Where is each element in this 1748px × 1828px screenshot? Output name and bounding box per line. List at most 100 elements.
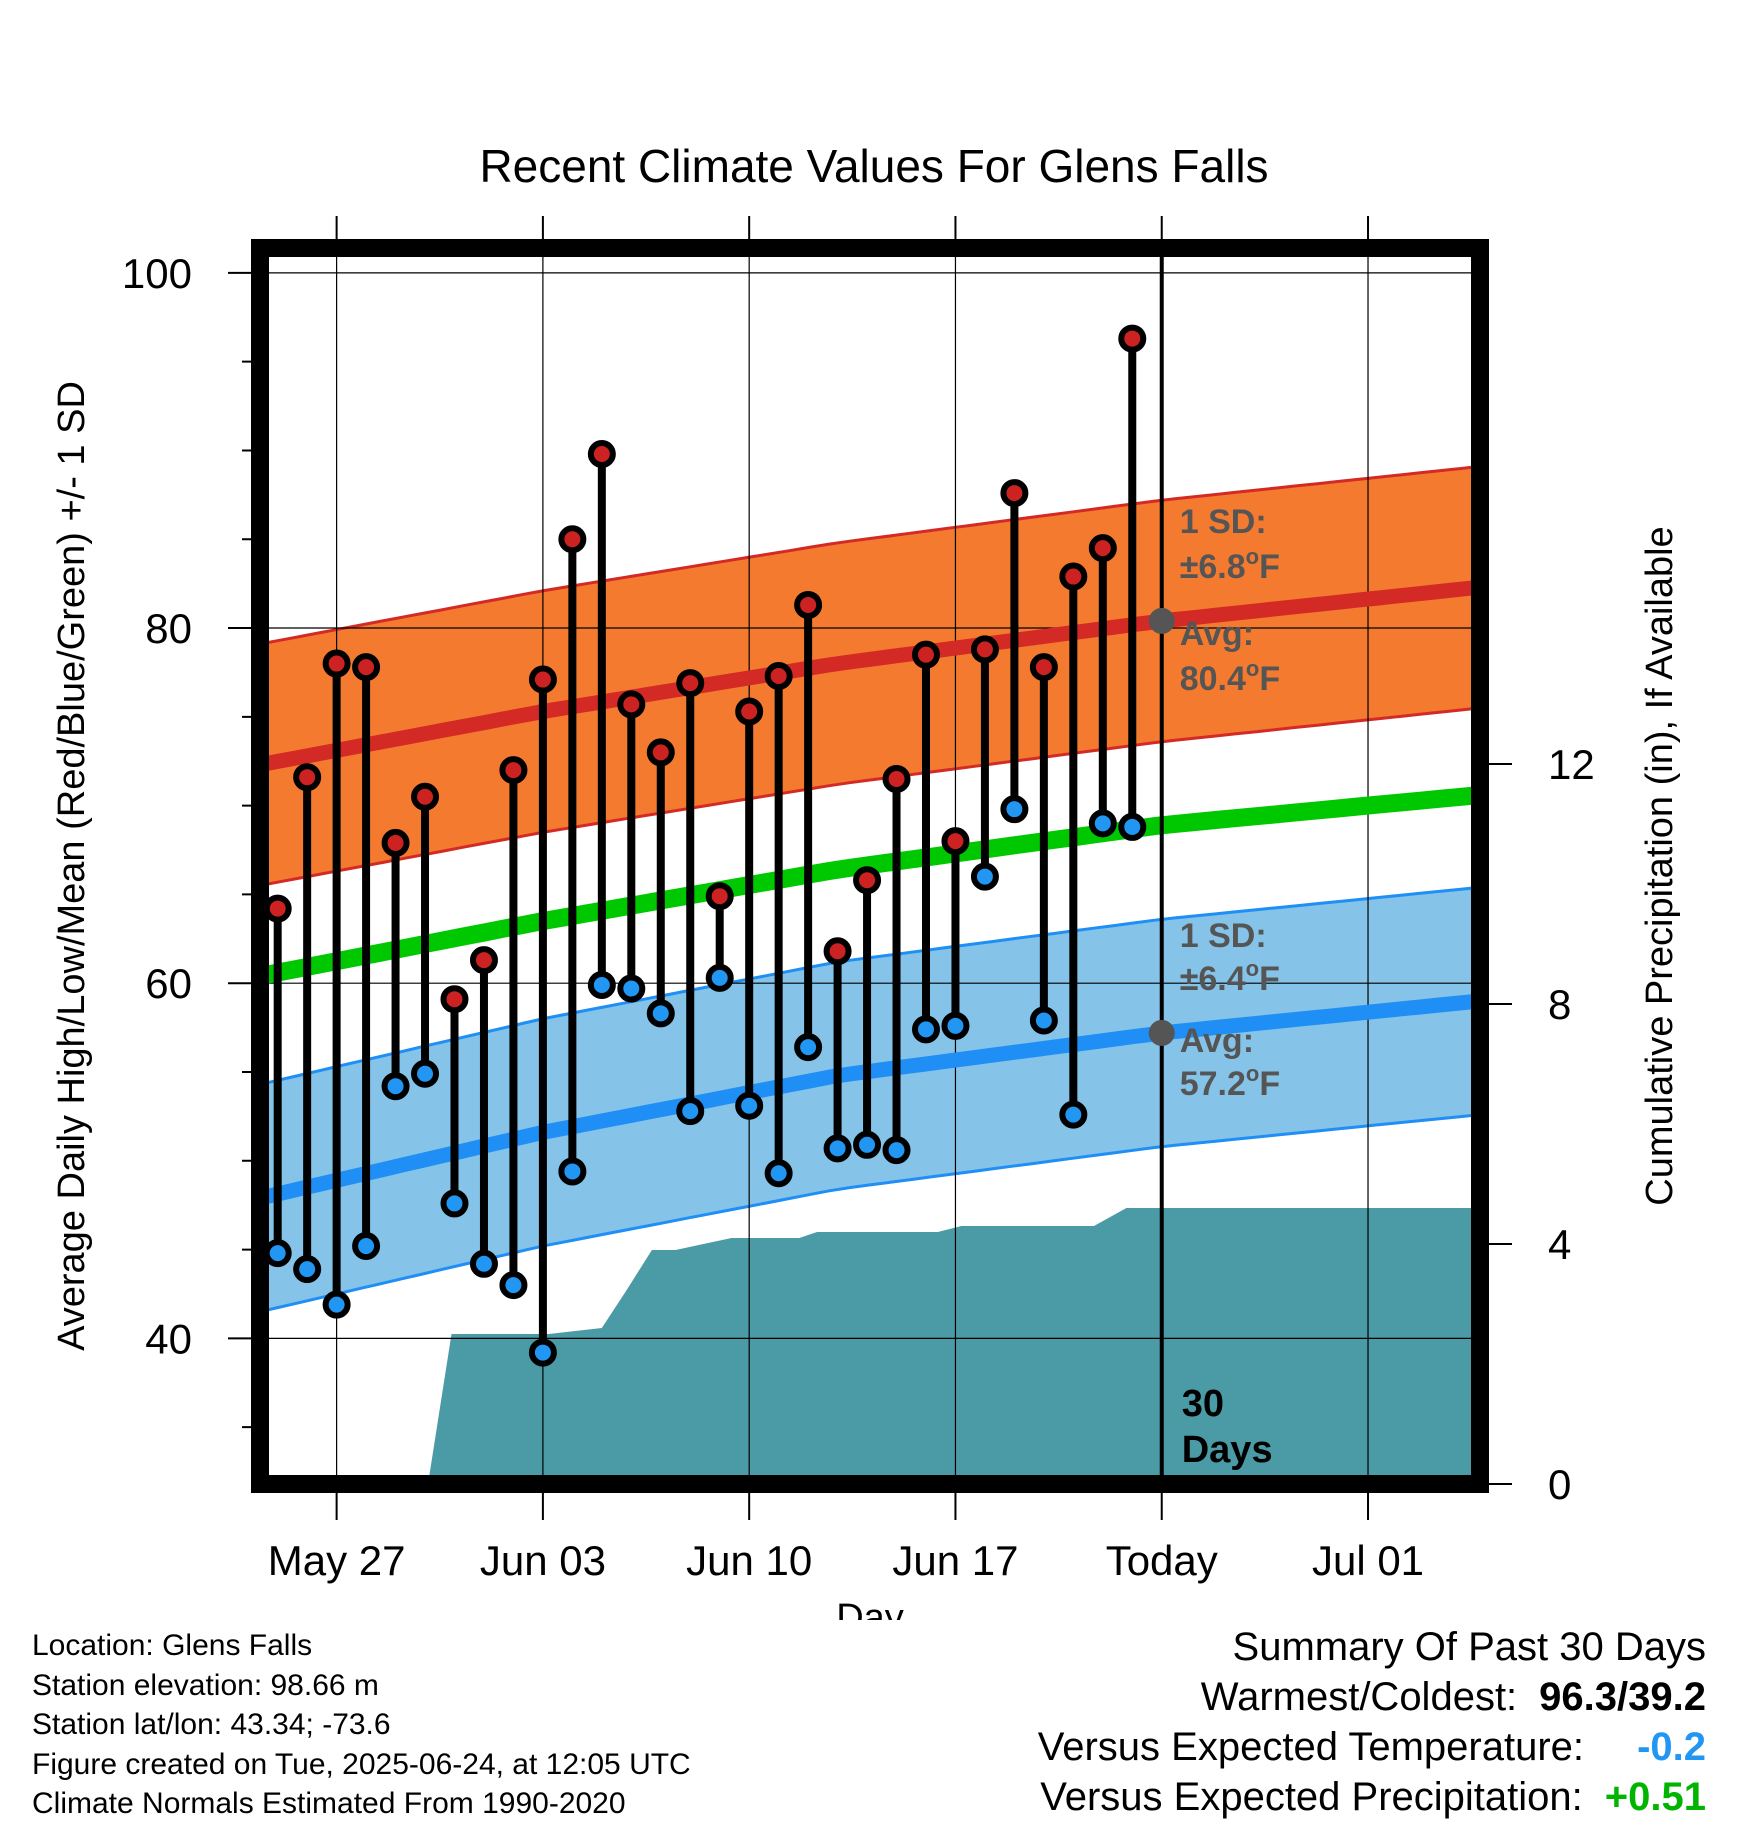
daily-high-point-9 xyxy=(499,756,528,785)
daily-high-point-5 xyxy=(381,828,410,857)
y-tick-label-0: 40 xyxy=(145,1315,192,1362)
station-elevation: Station elevation: 98.66 m xyxy=(32,1668,379,1702)
daily-high-point-16 xyxy=(705,882,734,911)
y-axis-label-right: Cumulative Precipitation (in), If Availa… xyxy=(1639,526,1681,1205)
y-right-tick-label-2: 8 xyxy=(1548,981,1571,1028)
y-tick-label-2: 80 xyxy=(145,605,192,652)
x-tick-label-1: Jun 03 xyxy=(480,1537,606,1584)
daily-low-point-14 xyxy=(646,999,675,1028)
warmest-label: Warmest/Coldest: xyxy=(1200,1675,1518,1719)
daily-low-point-1 xyxy=(263,1239,292,1268)
daily-high-point-18 xyxy=(764,661,793,690)
x-axis-label: Day xyxy=(836,1597,904,1620)
station-location: Location: Glens Falls xyxy=(32,1629,313,1662)
daily-observations xyxy=(263,324,1147,1367)
daily-low-point-17 xyxy=(735,1091,764,1120)
daily-low-point-4 xyxy=(352,1232,381,1261)
daily-low-point-6 xyxy=(411,1059,440,1088)
daily-high-point-22 xyxy=(882,764,911,793)
summary-temp-row: Versus Expected Temperature: -0.2 xyxy=(1038,1722,1706,1772)
today-low-normal-dot xyxy=(1148,1019,1175,1046)
temp-anomaly-value: -0.2 xyxy=(1637,1725,1706,1769)
daily-low-point-22 xyxy=(882,1136,911,1165)
high-sd-value: ±6.8oF xyxy=(1180,544,1280,586)
summary-warmest-row: Warmest/Coldest: 96.3/39.2 xyxy=(1038,1672,1706,1722)
daily-low-point-28 xyxy=(1059,1100,1088,1129)
precip-anomaly-value: +0.51 xyxy=(1604,1775,1706,1819)
normal-mean-line xyxy=(258,786,1481,985)
daily-high-point-13 xyxy=(617,690,646,719)
daily-low-point-7 xyxy=(440,1189,469,1218)
x-tick-label-4: Today xyxy=(1106,1537,1218,1584)
daily-high-point-1 xyxy=(263,894,292,923)
daily-high-point-3 xyxy=(322,649,351,678)
daily-low-point-2 xyxy=(293,1255,322,1284)
daily-high-point-25 xyxy=(970,635,999,664)
climate-chart: Recent Climate Values For Glens Falls 1 … xyxy=(51,140,1681,1620)
daily-low-point-16 xyxy=(705,963,734,992)
daily-low-point-26 xyxy=(1000,795,1029,824)
high-band-lower-edge xyxy=(259,706,1481,887)
daily-high-point-8 xyxy=(469,946,498,975)
daily-low-point-18 xyxy=(764,1159,793,1188)
daily-high-point-27 xyxy=(1029,653,1058,682)
daily-high-point-4 xyxy=(352,653,381,682)
precipitation-area xyxy=(428,1208,1480,1484)
x-tick-label-5: Jul 01 xyxy=(1312,1537,1424,1584)
daily-high-point-17 xyxy=(735,697,764,726)
high-avg-label: Avg: xyxy=(1180,615,1254,653)
daily-high-point-29 xyxy=(1088,534,1117,563)
y-tick-label-3: 100 xyxy=(122,250,192,297)
plot-frame xyxy=(251,239,1489,1493)
daily-high-point-7 xyxy=(440,985,469,1014)
normals-period: Climate Normals Estimated From 1990-2020 xyxy=(32,1787,626,1820)
daily-low-point-13 xyxy=(617,974,646,1003)
daily-low-point-29 xyxy=(1088,809,1117,838)
axes: May 27 Jun 03 Jun 10 Jun 17 Today Jul 0140608… xyxy=(51,216,1681,1620)
warmest-value: 96.3/39.2 xyxy=(1539,1675,1706,1719)
daily-high-point-19 xyxy=(794,590,823,619)
daily-low-point-5 xyxy=(381,1072,410,1101)
high-band xyxy=(260,466,1480,886)
daily-low-point-30 xyxy=(1118,812,1147,841)
precip-area xyxy=(428,1208,1480,1484)
daily-high-point-21 xyxy=(853,866,882,895)
station-info: Location: Glens Falls Station elevation:… xyxy=(32,1626,691,1824)
daily-high-point-20 xyxy=(823,937,852,966)
daily-high-point-23 xyxy=(911,640,940,669)
low-avg-label: Avg: xyxy=(1180,1022,1254,1060)
daily-high-point-28 xyxy=(1059,562,1088,591)
station-latlon: Station lat/lon: 43.34; -73.6 xyxy=(32,1708,391,1741)
temp-anomaly-label: Versus Expected Temperature: xyxy=(1037,1725,1584,1769)
low-avg-value: 57.2oF xyxy=(1180,1061,1280,1103)
daily-low-point-24 xyxy=(941,1011,970,1040)
x-tick-label-3: Jun 17 xyxy=(892,1537,1018,1584)
y-right-tick-label-0: 0 xyxy=(1548,1461,1571,1508)
y-axis-label-left: Average Daily High/Low/Mean (Red/Blue/Gr… xyxy=(51,381,93,1351)
daily-high-point-11 xyxy=(558,525,587,554)
daily-high-point-12 xyxy=(587,440,616,468)
today-marker xyxy=(1148,248,1175,1484)
high-sd-label: 1 SD: xyxy=(1180,503,1267,541)
y-tick-label-1: 60 xyxy=(145,960,192,1007)
daily-low-point-27 xyxy=(1029,1006,1058,1035)
daily-low-point-3 xyxy=(322,1290,351,1319)
daily-high-point-6 xyxy=(411,782,440,811)
daily-low-point-21 xyxy=(853,1130,882,1159)
days-unit-label: Days xyxy=(1182,1429,1273,1471)
daily-high-point-26 xyxy=(1000,479,1029,508)
chart-title: Recent Climate Values For Glens Falls xyxy=(479,140,1268,192)
x-tick-label-2: Jun 10 xyxy=(686,1537,812,1584)
daily-high-point-2 xyxy=(293,763,322,792)
daily-low-point-25 xyxy=(970,862,999,891)
daily-low-point-11 xyxy=(558,1157,587,1186)
low-sd-value: ±6.4oF xyxy=(1180,956,1280,998)
y-right-tick-label-1: 4 xyxy=(1548,1221,1571,1268)
x-tick-label-0: May 27 xyxy=(268,1537,406,1584)
daily-high-point-15 xyxy=(676,669,705,698)
low-band-lower-edge xyxy=(259,1113,1481,1314)
figure-created: Figure created on Tue, 2025-06-24, at 12… xyxy=(32,1747,691,1781)
summary-heading: Summary Of Past 30 Days xyxy=(1232,1625,1706,1669)
summary-precip-row: Versus Expected Precipitation: +0.51 xyxy=(1038,1772,1706,1822)
